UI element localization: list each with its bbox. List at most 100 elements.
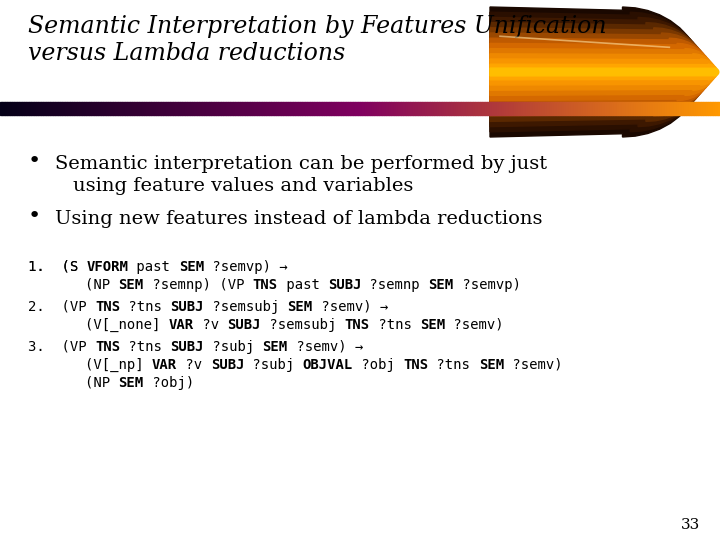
Polygon shape — [639, 102, 641, 115]
Polygon shape — [283, 102, 286, 115]
Polygon shape — [578, 102, 581, 115]
Polygon shape — [81, 102, 84, 115]
Polygon shape — [72, 102, 74, 115]
Polygon shape — [70, 102, 72, 115]
Polygon shape — [240, 102, 243, 115]
Polygon shape — [437, 102, 439, 115]
Text: VAR: VAR — [168, 318, 194, 332]
Polygon shape — [173, 102, 175, 115]
Polygon shape — [492, 102, 495, 115]
Polygon shape — [427, 102, 430, 115]
Polygon shape — [137, 102, 139, 115]
Polygon shape — [281, 102, 283, 115]
Polygon shape — [482, 102, 485, 115]
Polygon shape — [451, 102, 454, 115]
Polygon shape — [377, 102, 379, 115]
Polygon shape — [701, 102, 703, 115]
Polygon shape — [405, 102, 408, 115]
Polygon shape — [305, 102, 307, 115]
Text: TNS: TNS — [95, 300, 120, 314]
Polygon shape — [161, 102, 163, 115]
Polygon shape — [142, 102, 144, 115]
Polygon shape — [490, 59, 716, 85]
Polygon shape — [24, 102, 27, 115]
Polygon shape — [271, 102, 274, 115]
Polygon shape — [706, 102, 708, 115]
Text: SUBJ: SUBJ — [171, 340, 204, 354]
Text: ?subj: ?subj — [244, 358, 302, 372]
Polygon shape — [523, 102, 526, 115]
Polygon shape — [175, 102, 178, 115]
Polygon shape — [202, 102, 204, 115]
Polygon shape — [276, 102, 279, 115]
Polygon shape — [130, 102, 132, 115]
Polygon shape — [384, 102, 387, 115]
Text: ?tns: ?tns — [428, 358, 479, 372]
Polygon shape — [715, 102, 718, 115]
Polygon shape — [559, 102, 562, 115]
Text: ?semv): ?semv) — [504, 358, 562, 372]
Polygon shape — [194, 102, 197, 115]
Polygon shape — [554, 102, 557, 115]
Text: •: • — [28, 206, 41, 226]
Polygon shape — [468, 102, 470, 115]
Polygon shape — [446, 102, 449, 115]
Polygon shape — [182, 102, 185, 115]
Text: SUBJ: SUBJ — [228, 318, 261, 332]
Text: ?semsubj: ?semsubj — [204, 300, 287, 314]
Polygon shape — [151, 102, 153, 115]
Polygon shape — [156, 102, 158, 115]
Polygon shape — [264, 102, 266, 115]
Text: ?tns: ?tns — [120, 300, 171, 314]
Text: ?obj: ?obj — [353, 358, 403, 372]
Polygon shape — [214, 102, 216, 115]
Polygon shape — [45, 102, 48, 115]
Polygon shape — [120, 102, 122, 115]
Text: ?semnp) (VP: ?semnp) (VP — [143, 278, 253, 292]
Polygon shape — [19, 102, 22, 115]
Polygon shape — [603, 102, 605, 115]
Text: (NP: (NP — [85, 376, 119, 390]
Polygon shape — [218, 102, 221, 115]
Polygon shape — [358, 102, 360, 115]
Text: past: past — [128, 260, 179, 274]
Polygon shape — [209, 102, 211, 115]
Polygon shape — [610, 102, 612, 115]
Polygon shape — [243, 102, 245, 115]
Polygon shape — [374, 102, 377, 115]
Polygon shape — [254, 102, 257, 115]
Polygon shape — [617, 102, 619, 115]
Text: SUBJ: SUBJ — [171, 300, 204, 314]
Text: 2.  (VP: 2. (VP — [28, 300, 95, 314]
Polygon shape — [677, 102, 679, 115]
Text: SUBJ: SUBJ — [211, 358, 244, 372]
Polygon shape — [266, 102, 269, 115]
Polygon shape — [171, 102, 173, 115]
Polygon shape — [564, 102, 567, 115]
Polygon shape — [626, 102, 629, 115]
Polygon shape — [290, 102, 293, 115]
Polygon shape — [588, 102, 590, 115]
Polygon shape — [14, 102, 17, 115]
Polygon shape — [444, 102, 446, 115]
Polygon shape — [576, 102, 578, 115]
Polygon shape — [259, 102, 261, 115]
Polygon shape — [456, 102, 459, 115]
Polygon shape — [593, 102, 595, 115]
Polygon shape — [312, 102, 315, 115]
Polygon shape — [5, 102, 7, 115]
Polygon shape — [696, 102, 698, 115]
Polygon shape — [333, 102, 336, 115]
Text: SEM: SEM — [263, 340, 287, 354]
Polygon shape — [91, 102, 94, 115]
Text: ?semv): ?semv) — [445, 318, 504, 332]
Polygon shape — [230, 102, 233, 115]
Text: (V[_np]: (V[_np] — [85, 358, 152, 372]
Polygon shape — [718, 102, 720, 115]
Polygon shape — [245, 102, 247, 115]
Polygon shape — [425, 102, 427, 115]
Text: TNS: TNS — [95, 340, 120, 354]
Polygon shape — [542, 102, 545, 115]
Polygon shape — [538, 102, 540, 115]
Polygon shape — [686, 102, 689, 115]
